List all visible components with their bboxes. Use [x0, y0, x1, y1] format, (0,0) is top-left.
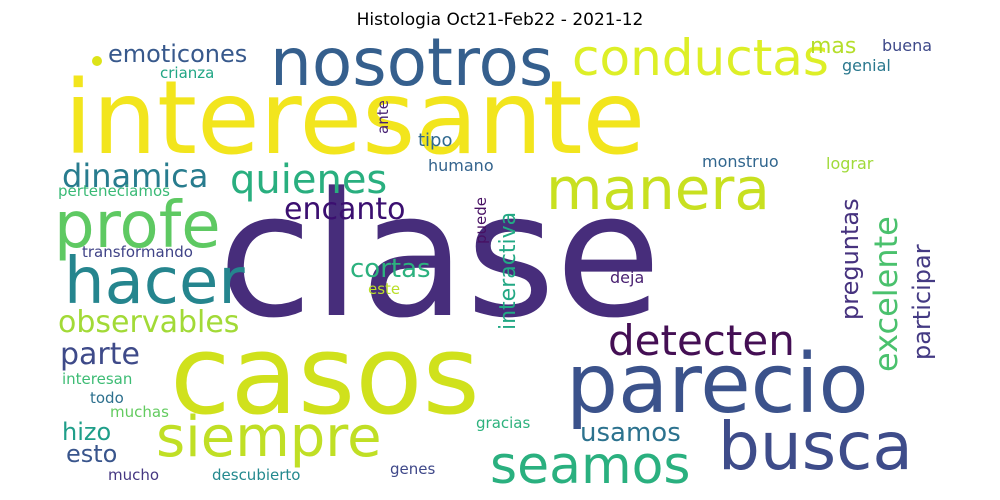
word-parte: parte [60, 337, 140, 372]
word-mas: mas [810, 34, 857, 59]
word-monstruo: monstruo [702, 152, 779, 171]
word-nosotros: nosotros [270, 24, 554, 101]
word-encanto: encanto [284, 192, 406, 227]
word-hacer: hacer [64, 245, 245, 319]
word-conductas: conductas [572, 29, 829, 87]
word-detecten: detecten [608, 316, 795, 365]
word-profe: profe [54, 189, 221, 263]
word-parecio: parecio [566, 337, 869, 432]
word-siempre: siempre [156, 405, 382, 470]
word-humano: humano [428, 156, 494, 175]
word-deja: deja [610, 268, 645, 287]
word-preguntas: preguntas [836, 198, 864, 320]
word-interesan: interesan [62, 370, 133, 388]
word-lograr: lograr [826, 154, 874, 173]
word-hizo: hizo [62, 418, 112, 446]
word-muchas: muchas [110, 403, 169, 421]
word-este: este [368, 280, 401, 298]
word-participar: participar [908, 244, 936, 360]
word-crianza: crianza [160, 64, 215, 82]
word-gracias: gracias [476, 414, 531, 432]
word-manera: manera [546, 155, 770, 223]
word-clase: clase [218, 155, 662, 356]
dot-mark [92, 56, 102, 66]
word-esto: esto [66, 440, 118, 468]
word-perteneciamos: perteneciamos [58, 182, 170, 200]
word-busca: busca [718, 408, 913, 485]
word-todo: todo [90, 389, 124, 407]
word-excelente: excelente [867, 216, 905, 372]
word-usamos: usamos [580, 418, 681, 448]
word-interactiva: interactiva [496, 211, 521, 330]
word-cortas: cortas [350, 254, 431, 284]
word-tipo: tipo [418, 130, 453, 151]
word-emoticones: emoticones [108, 40, 248, 68]
word-mucho: mucho [108, 466, 160, 484]
word-quienes: quienes [230, 157, 388, 203]
word-ante: ante [374, 100, 392, 134]
word-genes: genes [390, 460, 436, 478]
word-dinamica: dinamica [62, 157, 209, 195]
word-puede: puede [472, 196, 490, 244]
word-transformando: transformando [82, 243, 193, 261]
word-genial: genial [842, 56, 891, 75]
word-interesante: interesante [64, 59, 646, 178]
chart-title: Histologia Oct21-Feb22 - 2021-12 [356, 10, 644, 30]
word-buena: buena [882, 36, 933, 55]
word-seamos: seamos [490, 436, 691, 496]
word-observables: observables [58, 305, 240, 340]
word-casos: casos [170, 311, 480, 439]
word-descubierto: descubierto [212, 466, 301, 484]
